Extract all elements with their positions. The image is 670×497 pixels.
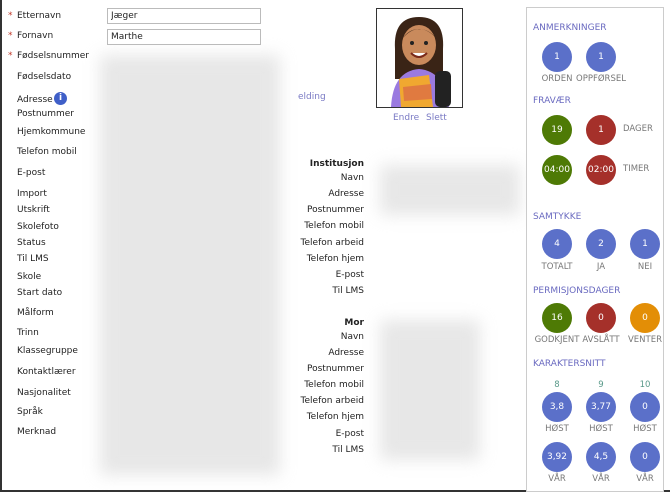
blurred-mor-values xyxy=(380,320,480,460)
karakter-host-badge[interactable]: 3,77 xyxy=(586,392,616,422)
institusjon-label: Postnummer xyxy=(306,205,364,215)
field-label-målform: Målform xyxy=(17,308,54,318)
anmerkning-label: OPPFØRSEL xyxy=(576,74,626,84)
blurred-institusjon-values xyxy=(380,165,520,215)
mor-label: Telefon hjem xyxy=(306,412,364,422)
field-label-fornavn: * Fornavn xyxy=(8,31,54,41)
mor-label: Telefon mobil xyxy=(304,380,364,390)
permisjon-badge[interactable]: 0 xyxy=(630,303,660,333)
mor-label: Telefon arbeid xyxy=(300,396,364,406)
samtykke-badge[interactable]: 1 xyxy=(630,229,660,259)
samtykke-label: TOTALT xyxy=(541,262,573,272)
edit-photo-link[interactable]: Endre xyxy=(393,113,420,123)
field-label-nasjonalitet: Nasjonalitet xyxy=(17,388,71,398)
required-mark: * xyxy=(8,51,13,61)
info-icon[interactable]: i xyxy=(54,92,67,105)
samtykke-label: NEI xyxy=(637,262,653,272)
karakter-var-badge[interactable]: 0 xyxy=(630,442,660,472)
avatar-illustration xyxy=(391,17,451,107)
institusjon-label: E-post xyxy=(335,270,364,280)
field-label-telefon-mobil: Telefon mobil xyxy=(17,147,77,157)
field-label-skole: Skole xyxy=(17,272,42,282)
var-label: VÅR xyxy=(636,474,654,484)
institusjon-label: Navn xyxy=(340,173,364,183)
institusjon-label: Til LMS xyxy=(332,286,364,296)
host-label: HØST xyxy=(545,424,569,434)
fravaer-header: FRAVÆR xyxy=(533,96,571,106)
karakter-host-badge[interactable]: 3,8 xyxy=(542,392,572,422)
samtykke-badge[interactable]: 2 xyxy=(586,229,616,259)
mor-label: Navn xyxy=(340,332,364,342)
anmerkning-label: ORDEN xyxy=(541,74,573,84)
timer-label: TIMER xyxy=(623,164,650,174)
field-label-klassegruppe: Klassegruppe xyxy=(17,346,78,356)
partial-link[interactable]: elding xyxy=(298,92,326,102)
karakter-var-badge[interactable]: 4,5 xyxy=(586,442,616,472)
samtykke-badge[interactable]: 4 xyxy=(542,229,572,259)
field-label-postnummer: Postnummer xyxy=(17,109,75,119)
blurred-values xyxy=(100,55,280,475)
etternavn-input[interactable] xyxy=(107,8,261,24)
fravaer-dager-badge[interactable]: 1 xyxy=(586,115,616,145)
student-photo xyxy=(376,8,463,108)
field-label-fødselsnummer: * Fødselsnummer xyxy=(8,51,89,61)
host-label: HØST xyxy=(589,424,613,434)
samtykke-label: JA xyxy=(596,262,606,272)
summary-panel: ANMERKNINGER 1 ORDEN 1 OPPFØRSEL FRAVÆR 19 1 DAG… xyxy=(526,7,664,492)
field-label-import: Import xyxy=(17,189,47,199)
field-label-til-lms: Til LMS xyxy=(17,254,49,264)
var-label: VÅR xyxy=(548,474,566,484)
permisjon-label: AVSLÅTT xyxy=(582,335,620,345)
institusjon-title: Institusjon xyxy=(309,159,364,169)
field-label-hjemkommune: Hjemkommune xyxy=(17,127,86,137)
institusjon-label: Telefon mobil xyxy=(304,221,364,231)
field-label-språk: Språk xyxy=(17,407,43,417)
field-label-trinn: Trinn xyxy=(17,328,39,338)
grade-level: 8 xyxy=(554,380,560,390)
institusjon-label: Telefon hjem xyxy=(306,254,364,264)
required-mark: * xyxy=(8,31,13,41)
mor-label: Adresse xyxy=(328,348,364,358)
mor-label: Postnummer xyxy=(306,364,364,374)
permisjon-badge[interactable]: 16 xyxy=(542,303,572,333)
mor-label: E-post xyxy=(335,429,364,439)
host-label: HØST xyxy=(633,424,657,434)
anmerkninger-header: ANMERKNINGER xyxy=(533,23,607,33)
field-label-adresse: Adresse xyxy=(17,95,53,105)
permisjon-badge[interactable]: 0 xyxy=(586,303,616,333)
fravaer-dager-badge[interactable]: 19 xyxy=(542,115,572,145)
samtykke-header: SAMTYKKE xyxy=(533,212,582,222)
grade-level: 9 xyxy=(598,380,604,390)
fornavn-input[interactable] xyxy=(107,29,261,45)
mor-label: Til LMS xyxy=(332,445,364,455)
permisjon-label: GODKJENT xyxy=(534,335,580,345)
anmerkning-oppførsel-badge[interactable]: 1 xyxy=(586,42,616,72)
var-label: VÅR xyxy=(592,474,610,484)
karakter-host-badge[interactable]: 0 xyxy=(630,392,660,422)
field-label-merknad: Merknad xyxy=(17,427,57,437)
karakter-header: KARAKTERSNITT xyxy=(533,359,606,369)
field-label-fødselsdato: Fødselsdato xyxy=(17,72,72,82)
delete-photo-link[interactable]: Slett xyxy=(426,113,447,123)
anmerkning-orden-badge[interactable]: 1 xyxy=(542,42,572,72)
field-label-utskrift: Utskrift xyxy=(17,205,50,215)
grade-level: 10 xyxy=(639,380,651,390)
fravaer-timer-badge[interactable]: 02:00 xyxy=(586,155,616,185)
permisjon-label: VENTER xyxy=(627,335,663,345)
field-label-start-dato: Start dato xyxy=(17,288,63,298)
fravaer-timer-badge[interactable]: 04:00 xyxy=(542,155,572,185)
required-mark: * xyxy=(8,11,13,21)
field-label-etternavn: * Etternavn xyxy=(8,11,62,21)
permisjon-header: PERMISJONSDAGER xyxy=(533,286,621,296)
mor-title: Mor xyxy=(344,318,364,328)
dager-label: DAGER xyxy=(623,124,653,134)
institusjon-label: Telefon arbeid xyxy=(300,238,364,248)
institusjon-label: Adresse xyxy=(328,189,364,199)
field-label-e-post: E-post xyxy=(17,168,46,178)
field-label-skolefoto: Skolefoto xyxy=(17,222,59,232)
karakter-var-badge[interactable]: 3,92 xyxy=(542,442,572,472)
field-label-status: Status xyxy=(17,238,46,248)
field-label-kontaktlærer: Kontaktlærer xyxy=(17,367,76,377)
